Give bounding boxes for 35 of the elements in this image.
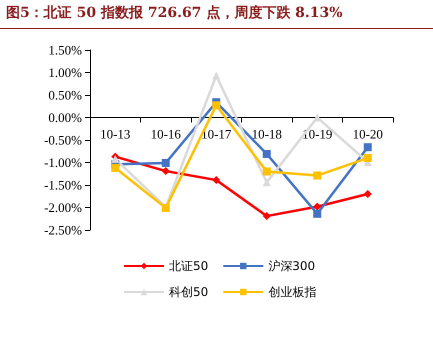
y-tick-label: -1.50% xyxy=(44,178,82,192)
point xyxy=(364,143,372,152)
legend-label: 北证50 xyxy=(169,259,208,273)
y-tick-label: 0.50% xyxy=(48,88,82,102)
y-tick-label: -2.50% xyxy=(44,222,82,238)
point xyxy=(313,172,322,180)
x-tick-label: 10-17 xyxy=(201,126,232,142)
point xyxy=(262,168,271,176)
point xyxy=(262,150,271,158)
y-tick-label: 1.50% xyxy=(48,42,82,58)
y-tick-label: -2.00% xyxy=(44,200,82,215)
point xyxy=(162,158,170,167)
point xyxy=(111,164,120,172)
y-tick-label: 1.00% xyxy=(48,65,82,80)
point xyxy=(313,210,322,218)
point xyxy=(364,190,372,198)
legend-label: 创业板指 xyxy=(268,285,316,299)
x-tick-label: 10-13 xyxy=(100,126,130,142)
point xyxy=(212,101,220,110)
point xyxy=(162,167,170,176)
point xyxy=(212,176,220,184)
y-tick-label: -0.50% xyxy=(44,132,82,148)
legend-label: 科创50 xyxy=(169,285,208,299)
x-tick-label: 10-20 xyxy=(352,126,383,142)
point xyxy=(313,202,322,211)
x-tick-label: 10-18 xyxy=(252,126,282,142)
point xyxy=(262,212,271,220)
x-tick-label: 10-16 xyxy=(150,126,182,142)
y-tick-label: 0.00% xyxy=(48,110,82,125)
point xyxy=(212,72,220,80)
point xyxy=(262,178,271,186)
point xyxy=(364,154,372,162)
chart-title: 图5：北证 50 指数报 726.67 点，周度下跌 8.13% xyxy=(6,4,343,22)
y-tick-label: -1.00% xyxy=(44,155,82,170)
legend-label: 沪深300 xyxy=(268,259,316,273)
